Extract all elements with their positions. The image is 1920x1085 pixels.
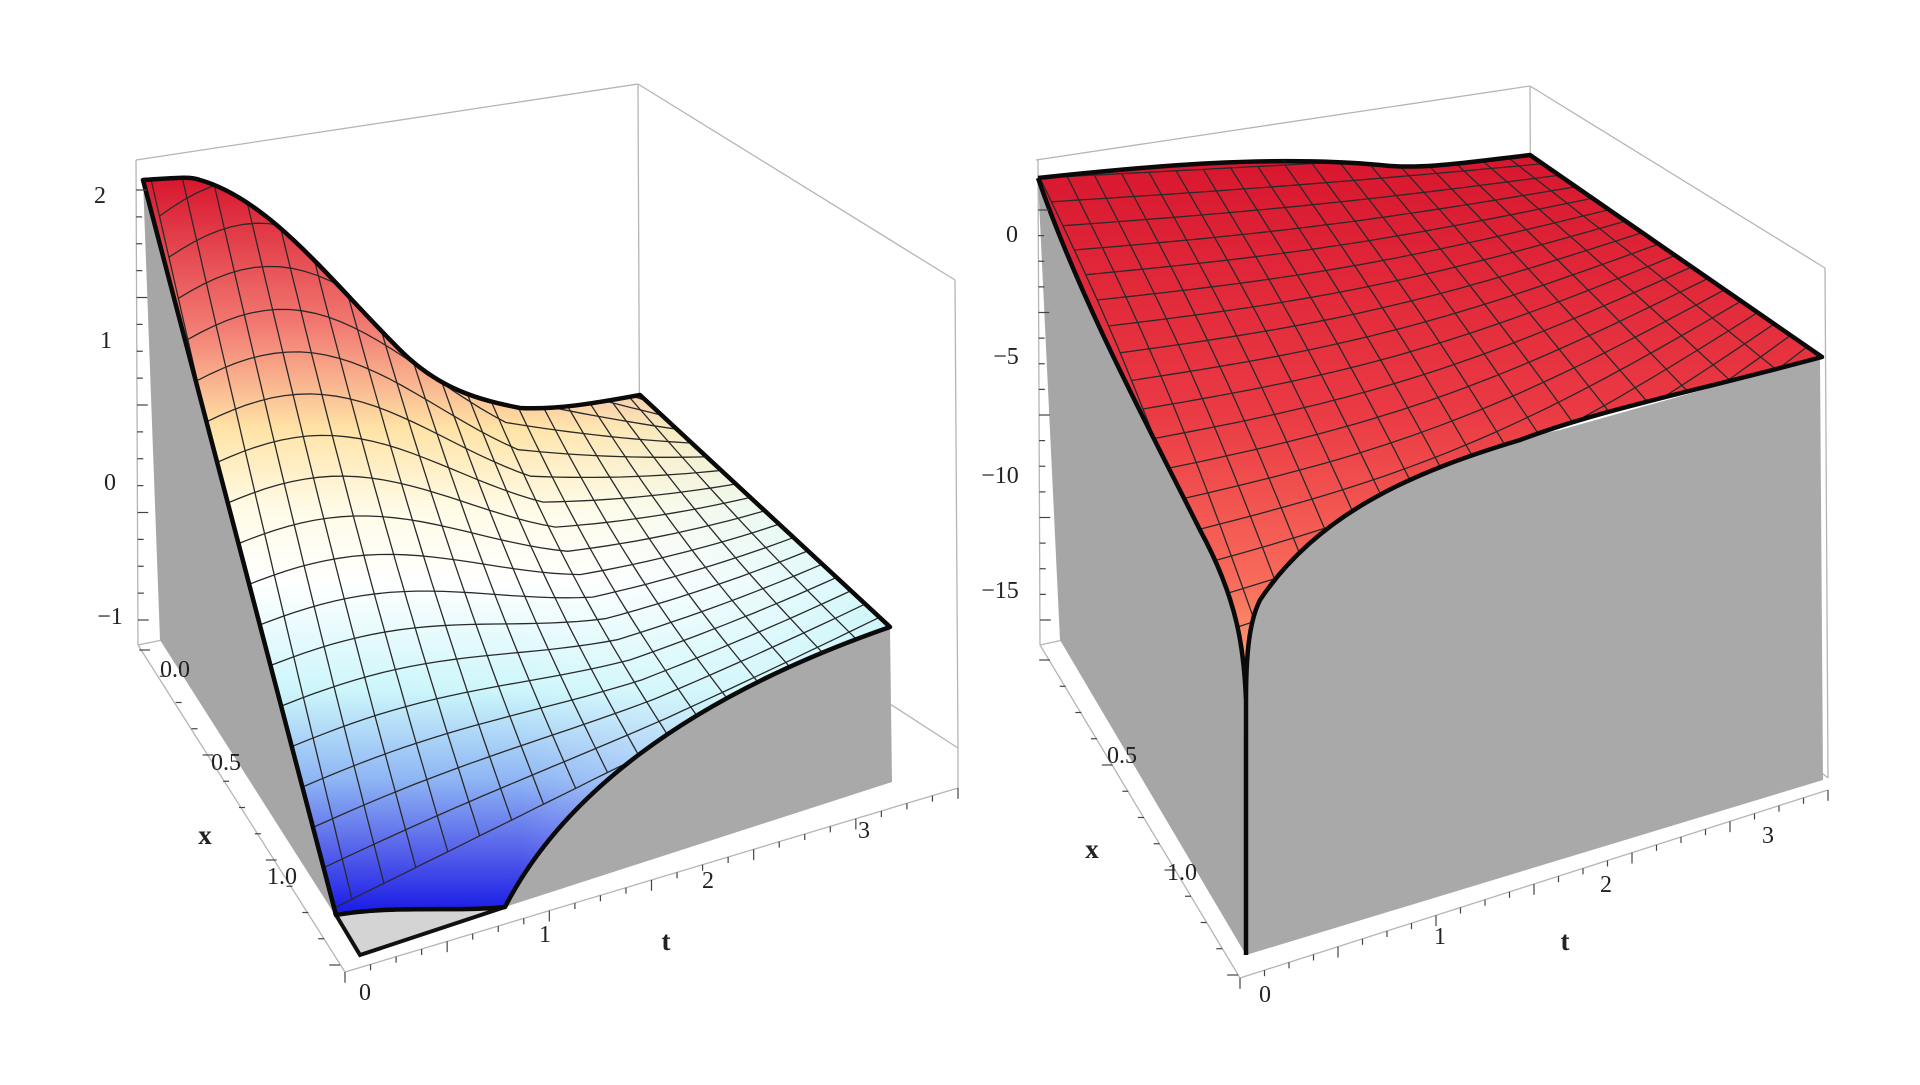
right-x-axis-title: t: [1561, 926, 1570, 956]
left-box-edge: [135, 83, 639, 161]
right-chart: 0 −5 −10 −15 0.5 1.0 0 1 2 3 x t: [981, 85, 1829, 1008]
mesh-line: [1085, 196, 1596, 276]
left-x-tick: 3: [858, 818, 870, 844]
left-ticks: [136, 189, 959, 983]
right-y-tick: 1.0: [1167, 860, 1197, 886]
mesh-line: [1165, 276, 1711, 470]
left-y-tick: 0.5: [211, 750, 241, 776]
left-box-edge: [954, 279, 959, 749]
mesh-line: [1154, 265, 1695, 440]
right-wall-front: [1038, 180, 1246, 955]
left-wall-side: [505, 627, 892, 907]
left-z-tick: 1: [100, 328, 112, 354]
left-z-tick: −1: [97, 604, 123, 630]
right-x-tick: 0: [1259, 982, 1271, 1008]
mesh-line: [225, 475, 754, 528]
left-z-tick: 0: [104, 470, 116, 496]
right-y-axis-title: x: [1085, 834, 1099, 864]
mesh-line: [263, 549, 811, 669]
right-surface-outline: [1035, 152, 1825, 955]
right-z-tick: −15: [981, 578, 1019, 604]
left-x-tick: 0: [359, 980, 371, 1006]
mesh-line: [253, 536, 797, 628]
mesh-line: [244, 522, 782, 587]
right-x-tick: 2: [1600, 872, 1612, 898]
mesh-line: [1074, 185, 1580, 251]
left-box-edge: [135, 159, 139, 646]
left-chart: 2 1 0 −1 0.0 0.5 1.0 0 1 2 3 x t: [94, 83, 959, 1006]
right-box-edge: [1037, 159, 1041, 646]
left-y-tick: 1.0: [267, 864, 297, 890]
mesh-line: [206, 393, 726, 479]
mesh-line: [310, 616, 882, 875]
mesh-line: [234, 509, 768, 552]
right-x-tick: 3: [1762, 823, 1774, 849]
right-y-tick: 0.5: [1107, 743, 1137, 769]
left-z-tick: 2: [94, 183, 106, 209]
mesh-line: [1051, 162, 1547, 203]
left-y-axis-title: x: [198, 820, 212, 850]
mesh-line: [196, 351, 711, 458]
mesh-line: [1108, 219, 1629, 327]
left-y-tick: 0.0: [160, 657, 190, 683]
right-box-edge: [1824, 267, 1829, 779]
mesh-line: [1142, 253, 1678, 410]
right-z-tick: −10: [981, 463, 1019, 489]
right-z-tick: 0: [1006, 222, 1018, 248]
mesh-line: [1120, 231, 1645, 354]
left-box-edge: [637, 83, 956, 281]
right-x-tick: 1: [1434, 924, 1446, 950]
left-x-axis-title: t: [662, 926, 671, 956]
mesh-line: [1177, 288, 1728, 501]
left-surface-tint: [400, 350, 890, 907]
mesh-line: [291, 589, 853, 793]
left-box-edge: [137, 644, 346, 973]
mesh-line: [281, 576, 839, 752]
mesh-line: [300, 602, 867, 834]
mesh-line: [1131, 242, 1662, 382]
right-box-edge: [1529, 85, 1826, 269]
right-wall-side: [1243, 357, 1823, 955]
left-surface-outline: [140, 175, 893, 918]
right-z-tick: −5: [993, 344, 1019, 370]
mesh-line: [1062, 174, 1563, 227]
left-x-tick: 2: [702, 868, 714, 894]
mesh-line: [272, 562, 825, 711]
right-ticks: [1038, 209, 1829, 989]
right-box-edge: [1035, 85, 1531, 161]
mesh-line: [1097, 208, 1613, 301]
mesh-line: [215, 434, 740, 503]
left-x-tick: 1: [539, 922, 551, 948]
mesh-line: [1188, 299, 1744, 533]
